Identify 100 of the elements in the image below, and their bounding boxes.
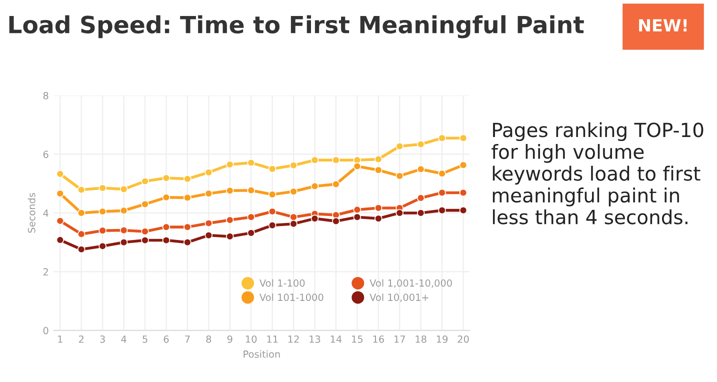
point [56,170,64,178]
point [396,209,404,217]
point [162,194,170,202]
x-tick-label: 10 [246,335,257,343]
point [120,206,128,215]
point [98,242,106,250]
point [332,217,340,226]
y-tick-label: 0 [43,326,48,334]
point [77,245,86,254]
x-tick-label: 13 [310,335,320,343]
point [226,216,234,224]
x-tick-label: 17 [394,336,405,343]
x-tick-label: 11 [267,336,278,343]
point [204,168,213,176]
x-tick-label: 16 [373,335,384,343]
point [353,213,362,221]
point [141,236,149,244]
point [459,161,468,169]
point [416,140,425,148]
point [290,162,298,170]
point [56,190,64,198]
point [120,185,128,194]
point [332,180,340,188]
point [247,229,255,237]
point [374,214,382,222]
x-tick-label: 20 [458,335,469,343]
point [247,213,255,221]
x-tick-label: 19 [436,335,448,343]
x-tick-label: 14 [330,336,342,343]
point [374,166,382,174]
point [98,208,106,216]
point [290,220,298,228]
point [438,170,446,178]
x-tick-label: 2 [78,335,84,343]
legend-label: Vol 101-1000 [260,293,324,301]
point [268,221,276,230]
y-tick-label: 2 [43,268,48,276]
point [459,134,468,142]
point [98,226,106,234]
point [332,156,340,164]
point [268,190,276,198]
point [438,206,446,214]
point [374,204,382,212]
point [141,228,149,236]
point [226,232,234,240]
point [141,177,149,186]
legend-label: Vol 10,001+ [370,293,428,302]
point [416,209,425,217]
point [290,213,298,221]
point [310,156,319,164]
point [204,219,213,228]
x-tick-label: 9 [227,335,232,343]
x-tick-label: 6 [164,335,169,343]
point [77,186,86,194]
point [353,206,362,214]
x-tick-label: 3 [100,335,105,343]
point [396,172,404,180]
point [290,188,298,196]
y-tick-label: 8 [43,92,48,100]
point [226,186,234,195]
y-tick-label: 4 [43,210,48,217]
point [247,158,255,167]
point [310,214,319,222]
point [226,160,234,168]
x-tick-label: 1 [58,336,62,343]
text: NEW! [639,19,687,32]
text: Pages ranking TOP-10 for high volume keywords load to first meaningful paint in less than 4 seconds. [492,122,704,224]
point [204,190,213,198]
point [184,194,192,202]
point [268,165,276,173]
x-tick-label: 12 [288,335,299,343]
point [459,206,468,214]
point [141,200,149,208]
point [416,165,425,174]
chart-title: Load Speed: Time to First Meaningful Paint [9,15,584,38]
point [184,223,192,231]
legend-label: Vol 1-100 [260,279,305,287]
point [98,184,106,192]
point [56,217,64,225]
point [247,186,255,194]
point [56,236,64,244]
point [459,188,468,197]
point [310,182,319,190]
point [120,238,128,246]
legend-label: Vol 1,001-10,000 [370,279,452,288]
point [438,134,446,142]
x-tick-label: 8 [206,335,212,343]
point [120,226,128,234]
point [268,208,276,216]
point [162,223,170,231]
x-tick-label: 18 [416,335,426,343]
point [162,174,170,182]
point [162,236,170,244]
x-tick-label: 4 [121,336,126,343]
y-tick-label: 6 [43,150,48,158]
point [416,194,425,202]
point [184,238,192,246]
x-tick-label: 5 [142,336,148,343]
point [77,209,86,217]
point [374,155,382,164]
